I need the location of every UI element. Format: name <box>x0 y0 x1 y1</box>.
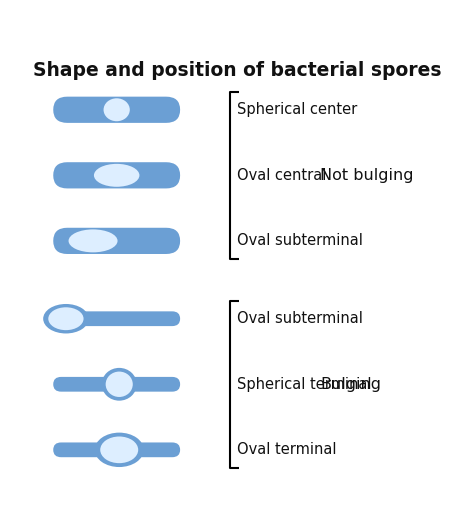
FancyBboxPatch shape <box>53 96 180 123</box>
Ellipse shape <box>95 433 144 467</box>
Text: Oval subterminal: Oval subterminal <box>237 233 363 248</box>
FancyBboxPatch shape <box>53 228 180 254</box>
Ellipse shape <box>100 436 138 463</box>
Ellipse shape <box>69 229 118 252</box>
Ellipse shape <box>102 368 137 400</box>
Ellipse shape <box>94 164 139 187</box>
Ellipse shape <box>103 98 130 121</box>
FancyBboxPatch shape <box>53 442 180 457</box>
Ellipse shape <box>106 372 133 397</box>
FancyBboxPatch shape <box>53 377 180 392</box>
Text: Bulging: Bulging <box>320 377 381 392</box>
Text: Oval central: Oval central <box>237 168 327 183</box>
Text: Oval terminal: Oval terminal <box>237 442 337 458</box>
Text: Shape and position of bacterial spores: Shape and position of bacterial spores <box>33 61 441 80</box>
FancyBboxPatch shape <box>53 312 180 326</box>
Text: Spherical terminal: Spherical terminal <box>237 377 372 392</box>
FancyBboxPatch shape <box>53 162 180 188</box>
Text: Not bulging: Not bulging <box>320 168 414 183</box>
Text: Spherical center: Spherical center <box>237 103 357 117</box>
Ellipse shape <box>48 307 83 330</box>
Ellipse shape <box>43 304 89 333</box>
Text: Oval subterminal: Oval subterminal <box>237 311 363 326</box>
